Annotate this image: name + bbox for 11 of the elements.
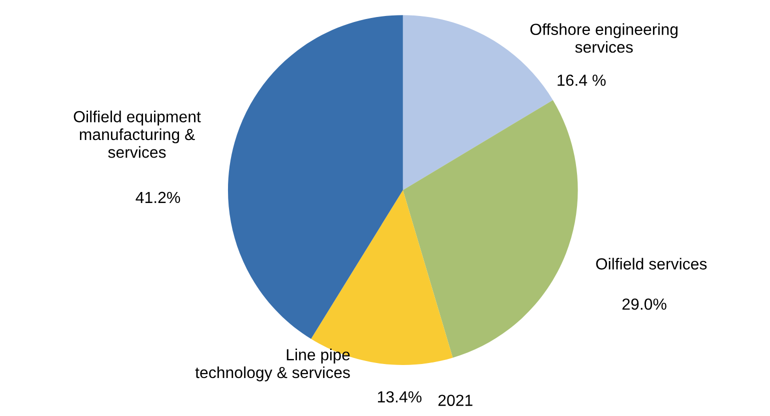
pie-slice <box>402 100 578 358</box>
slice-label: Line pipe technology & services <box>195 348 350 382</box>
slice-label: Offshore engineering services <box>530 23 678 53</box>
text: 2021 <box>438 394 472 406</box>
data-label: 29.0% <box>622 298 666 310</box>
slice-label: Oilfield equipment manufacturing & services <box>74 110 201 158</box>
data-label: 41.2% <box>136 192 180 204</box>
slice-label: Oilfield services <box>596 258 707 270</box>
data-label: 13.4% <box>378 391 422 403</box>
data-label: 16.4 % <box>558 74 606 86</box>
pie-slice <box>228 15 403 339</box>
